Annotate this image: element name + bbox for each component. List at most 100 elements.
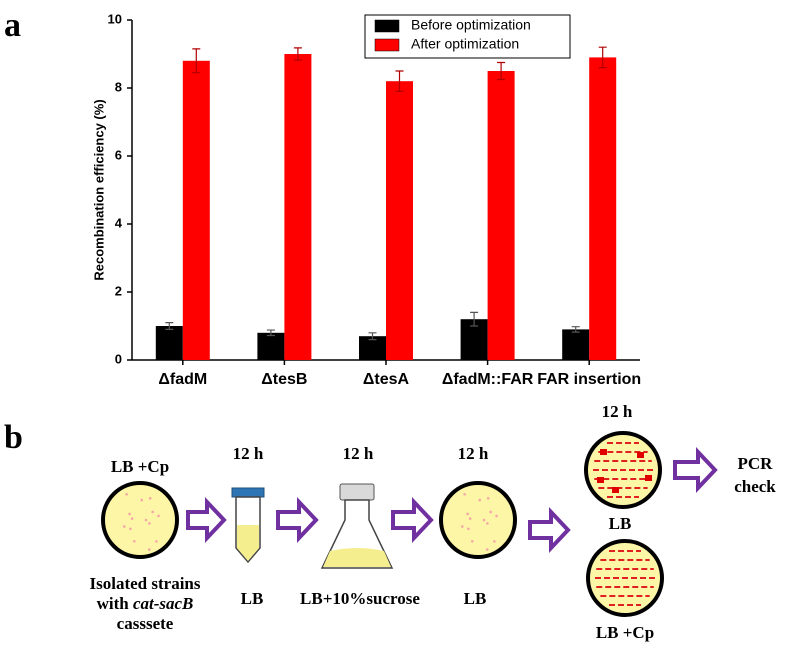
arrow: [276, 496, 319, 544]
colony: [600, 449, 607, 455]
colony: [468, 517, 472, 520]
colony: [493, 540, 496, 543]
medium-label: LB +Cp: [596, 623, 654, 642]
legend-swatch: [374, 38, 400, 52]
error-bar: [395, 70, 404, 92]
bar: [155, 326, 183, 360]
caption: cat-sacB: [133, 594, 193, 613]
arrow: [186, 496, 227, 544]
panel-label: a: [4, 7, 21, 44]
caption: Isolated strains: [90, 574, 201, 593]
y-tick-label: 6: [115, 147, 122, 162]
colony: [495, 514, 498, 518]
bar: [386, 81, 413, 360]
legend-label: After optimization: [411, 36, 519, 52]
colony: [130, 517, 134, 520]
colony: [140, 498, 144, 502]
colony: [485, 548, 489, 551]
bar: [182, 60, 210, 361]
legend-label: Before optimization: [411, 17, 531, 33]
x-tick-label: ΔfadM: [158, 371, 207, 388]
colony: [148, 496, 152, 500]
error-bar: [368, 332, 377, 341]
colony: [147, 548, 151, 551]
colony: [132, 539, 136, 543]
y-tick-label: 2: [115, 283, 122, 298]
colony: [466, 512, 469, 516]
colony: [486, 496, 490, 500]
bar: [487, 71, 515, 360]
medium-label: LB: [609, 514, 632, 533]
colony: [597, 477, 604, 483]
diagram: LB +Cp Isolated strains with cat-sacB ca…: [90, 402, 777, 642]
colony: [144, 518, 148, 522]
colony: [155, 540, 158, 543]
caption: casssete: [117, 614, 174, 633]
colony: [486, 522, 489, 525]
caption: with cat-sacB: [97, 594, 194, 613]
time-label: 12 h: [458, 444, 489, 463]
legend-swatch: [374, 19, 400, 33]
arrow: [673, 446, 718, 494]
colony: [148, 522, 151, 525]
x-tick-label: ΔfadM::FAR: [442, 371, 534, 388]
medium-label: LB +Cp: [111, 457, 169, 476]
y-tick-label: 0: [115, 351, 122, 366]
colony: [125, 492, 128, 496]
x-tick-label: FAR insertion: [537, 371, 641, 388]
colony: [482, 518, 486, 522]
colony: [463, 492, 466, 496]
flask: [320, 483, 394, 569]
colony: [645, 475, 652, 481]
colony: [129, 527, 132, 531]
bar: [562, 329, 590, 360]
panel-label: b: [4, 419, 23, 456]
colony: [478, 498, 482, 502]
error-bar: [497, 61, 506, 81]
x-tick-label: ΔtesA: [363, 371, 410, 388]
x-tick-label: ΔtesB: [261, 371, 307, 388]
error-bar: [192, 48, 201, 74]
colony: [470, 539, 474, 543]
medium-label: LB+10%sucrose: [300, 589, 420, 608]
colony: [460, 525, 464, 528]
colony: [151, 510, 154, 514]
arrow: [528, 506, 571, 554]
medium-label: LB: [241, 589, 264, 608]
y-tick-label: 8: [115, 79, 122, 94]
colonies: [122, 442, 655, 606]
error-bar: [571, 326, 580, 333]
colony: [489, 510, 492, 514]
colony: [637, 452, 644, 458]
colony: [128, 512, 131, 516]
end-label: PCR: [738, 454, 774, 473]
tube: [231, 487, 265, 564]
time-label: 12 h: [233, 444, 264, 463]
y-tick-label: 10: [108, 11, 122, 26]
y-axis-label: Recombination efficiency (%): [91, 99, 106, 280]
error-bar: [470, 311, 479, 327]
arrow: [391, 496, 434, 544]
bar: [589, 57, 617, 361]
bar: [284, 54, 312, 360]
colony: [157, 514, 160, 518]
time-label: 12 h: [343, 444, 374, 463]
plate: [101, 481, 179, 559]
colony: [122, 525, 126, 528]
bar: [257, 332, 285, 360]
error-bar: [266, 329, 275, 337]
error-bar: [165, 322, 174, 330]
error-bar: [598, 46, 607, 69]
error-bar: [293, 47, 302, 61]
colony: [612, 487, 619, 493]
caption: with: [97, 594, 130, 613]
time-label: 12 h: [602, 402, 633, 421]
medium-label: LB: [464, 589, 487, 608]
end-label: check: [734, 477, 776, 496]
y-tick-label: 4: [115, 215, 123, 230]
colony: [467, 527, 470, 531]
bar: [359, 336, 386, 360]
plate: [439, 481, 517, 559]
